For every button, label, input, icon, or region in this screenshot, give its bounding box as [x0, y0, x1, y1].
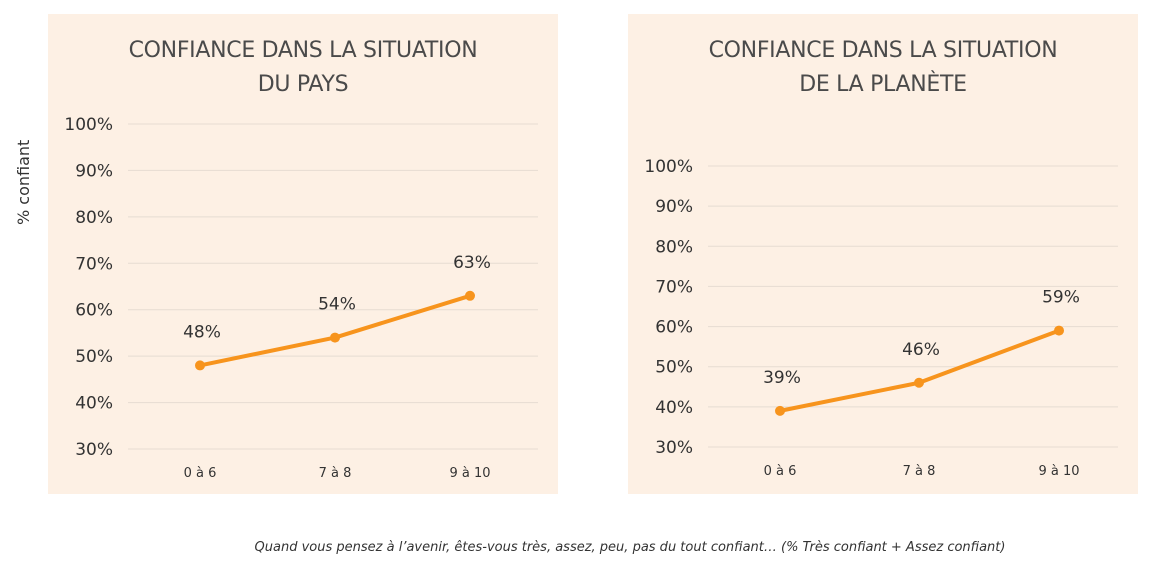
y-tick-label: 30%: [75, 440, 113, 460]
y-tick-label: 50%: [655, 358, 693, 378]
data-point: [914, 377, 924, 388]
chart-title-line-2: DU PAYS: [257, 72, 349, 97]
chart-title-line-2: DE LA PLANÈTE: [799, 72, 967, 97]
line-chart-pays: 100% 90% 80% 70% 60% 50% 40% 30% 0 à 6 7 à 8 9 à 1…: [64, 115, 538, 481]
question-caption: Quand vous pensez à l’avenir, êtes-vous …: [254, 540, 1006, 555]
x-tick-label: 7 à 8: [319, 466, 352, 481]
chart-title-line-1: CONFIANCE DANS LA SITUATION: [708, 38, 1058, 63]
y-tick-label: 30%: [655, 438, 693, 458]
data-label: 46%: [902, 340, 940, 360]
y-tick-label: 70%: [655, 277, 693, 297]
y-tick-label: 80%: [655, 237, 693, 257]
y-tick-label: 100%: [64, 115, 113, 135]
y-tick-label: 50%: [75, 347, 113, 367]
x-tick-label: 9 à 10: [449, 466, 490, 481]
y-tick-label: 90%: [75, 161, 113, 181]
x-tick-label: 0 à 6: [184, 466, 217, 481]
y-tick-label: 80%: [75, 208, 113, 228]
chart-panel-pays: CONFIANCE DANS LA SITUATION DU PAYS 100%…: [48, 14, 558, 494]
y-tick-label: 40%: [655, 398, 693, 418]
y-axis-label: % confiant: [14, 139, 33, 225]
chart-title-line-1: CONFIANCE DANS LA SITUATION: [128, 38, 478, 63]
y-tick-label: 100%: [644, 157, 693, 177]
chart-title: CONFIANCE DANS LA SITUATION DE LA PLANÈT…: [628, 34, 1138, 102]
x-tick-label: 9 à 10: [1038, 464, 1079, 479]
y-tick-label: 40%: [75, 394, 113, 414]
data-point: [775, 405, 785, 416]
data-label: 59%: [1042, 288, 1080, 308]
line-chart-planete: 100% 90% 80% 70% 60% 50% 40% 30% 0 à 6 7 à 8 9 à 1…: [644, 157, 1118, 479]
y-tick-label: 90%: [655, 197, 693, 217]
y-tick-label: 60%: [75, 301, 113, 321]
data-point: [1054, 325, 1064, 336]
data-point: [330, 332, 340, 343]
data-label: 63%: [453, 253, 491, 273]
x-tick-label: 7 à 8: [903, 464, 936, 479]
data-label: 54%: [318, 295, 356, 315]
data-label: 39%: [763, 368, 801, 388]
data-point: [465, 290, 475, 301]
chart-panel-planete: CONFIANCE DANS LA SITUATION DE LA PLANÈT…: [628, 14, 1138, 494]
chart-title: CONFIANCE DANS LA SITUATION DU PAYS: [48, 34, 558, 102]
y-tick-label: 70%: [75, 254, 113, 274]
data-point: [195, 360, 205, 371]
x-tick-label: 0 à 6: [764, 464, 797, 479]
y-tick-label: 60%: [655, 318, 693, 338]
data-label: 48%: [183, 322, 221, 342]
